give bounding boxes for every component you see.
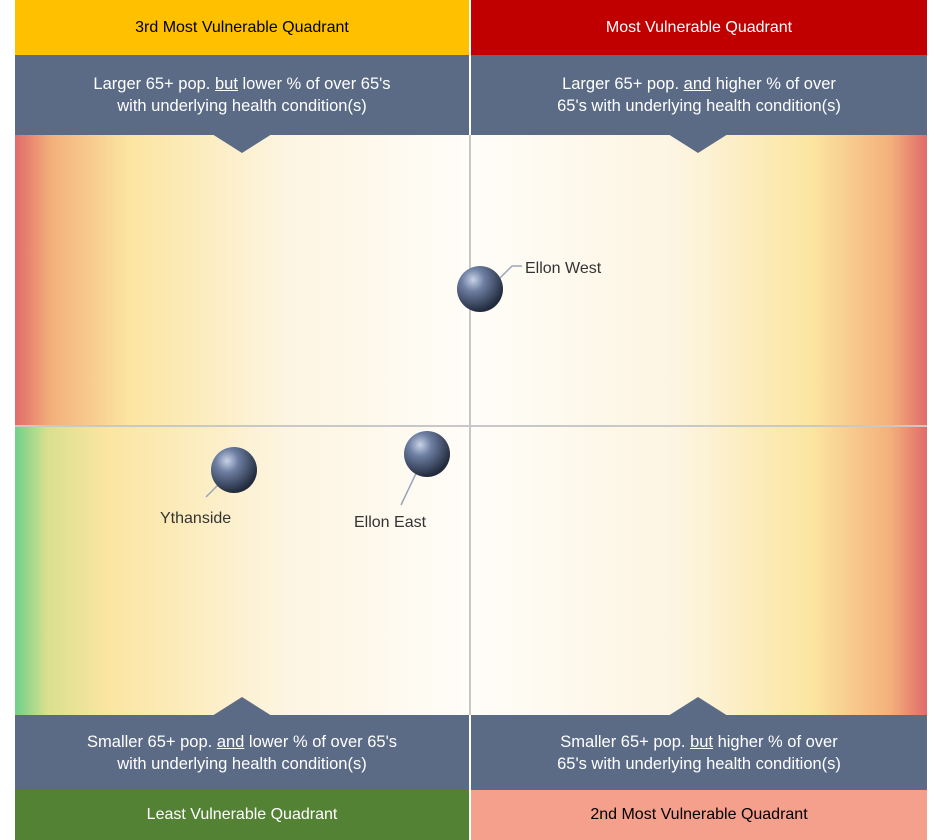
point bbox=[211, 447, 257, 493]
point-label: Ellon West bbox=[525, 260, 602, 277]
point-label: Ythanside bbox=[160, 510, 232, 527]
text: lower % of over 65's bbox=[237, 75, 391, 93]
description-line: Larger 65+ pop. and higher % of over bbox=[471, 73, 927, 95]
quadrant-bg bbox=[471, 427, 927, 715]
quadrant-description: Larger 65+ pop. but lower % of over 65's… bbox=[15, 55, 469, 135]
emphasis: but bbox=[690, 732, 713, 751]
quadrant-heading: 2nd Most Vulnerable Quadrant bbox=[471, 790, 927, 840]
quadrant-bg bbox=[471, 135, 927, 425]
emphasis: but bbox=[214, 75, 238, 93]
notch bbox=[668, 134, 728, 153]
description-line: with underlying health condition(s) bbox=[117, 754, 367, 773]
quadrant-description: Larger 65+ pop. and higher % of over 65's… bbox=[471, 55, 927, 135]
point bbox=[404, 431, 450, 477]
point-label: Ellon East bbox=[354, 514, 427, 531]
text: Smaller 65+ pop. bbox=[560, 732, 691, 751]
text: higher % of over bbox=[711, 75, 836, 93]
point bbox=[457, 266, 503, 312]
description-line: with underlying health condition(s) bbox=[117, 97, 367, 115]
description-line: 65's with underlying health condition(s) bbox=[557, 97, 841, 115]
description-line: 65's with underlying health condition(s) bbox=[557, 754, 841, 773]
text: Larger 65+ pop. bbox=[562, 75, 684, 93]
quadrant-description: Smaller 65+ pop. but higher % of over 65'… bbox=[471, 715, 927, 790]
description-line: Larger 65+ pop. but lower % of over 65's bbox=[15, 73, 469, 95]
text: Smaller 65+ pop. bbox=[87, 732, 217, 751]
notch bbox=[212, 697, 272, 716]
text: higher % of over bbox=[713, 732, 838, 751]
notch bbox=[668, 697, 728, 716]
quadrant-heading: 3rd Most Vulnerable Quadrant bbox=[15, 0, 469, 55]
quadrant-description: Smaller 65+ pop. and lower % of over 65'… bbox=[15, 715, 469, 790]
emphasis: and bbox=[683, 75, 712, 93]
text: Larger 65+ pop. bbox=[93, 75, 215, 93]
quadrant-heading: Least Vulnerable Quadrant bbox=[15, 790, 469, 840]
notch bbox=[212, 134, 272, 153]
quadrant-heading: Most Vulnerable Quadrant bbox=[471, 0, 927, 55]
emphasis: and bbox=[216, 732, 245, 751]
description-line: Smaller 65+ pop. but higher % of over bbox=[471, 731, 927, 753]
text: lower % of over 65's bbox=[244, 732, 397, 751]
description-line: Smaller 65+ pop. and lower % of over 65'… bbox=[15, 731, 469, 753]
quadrant-bg bbox=[15, 135, 469, 425]
